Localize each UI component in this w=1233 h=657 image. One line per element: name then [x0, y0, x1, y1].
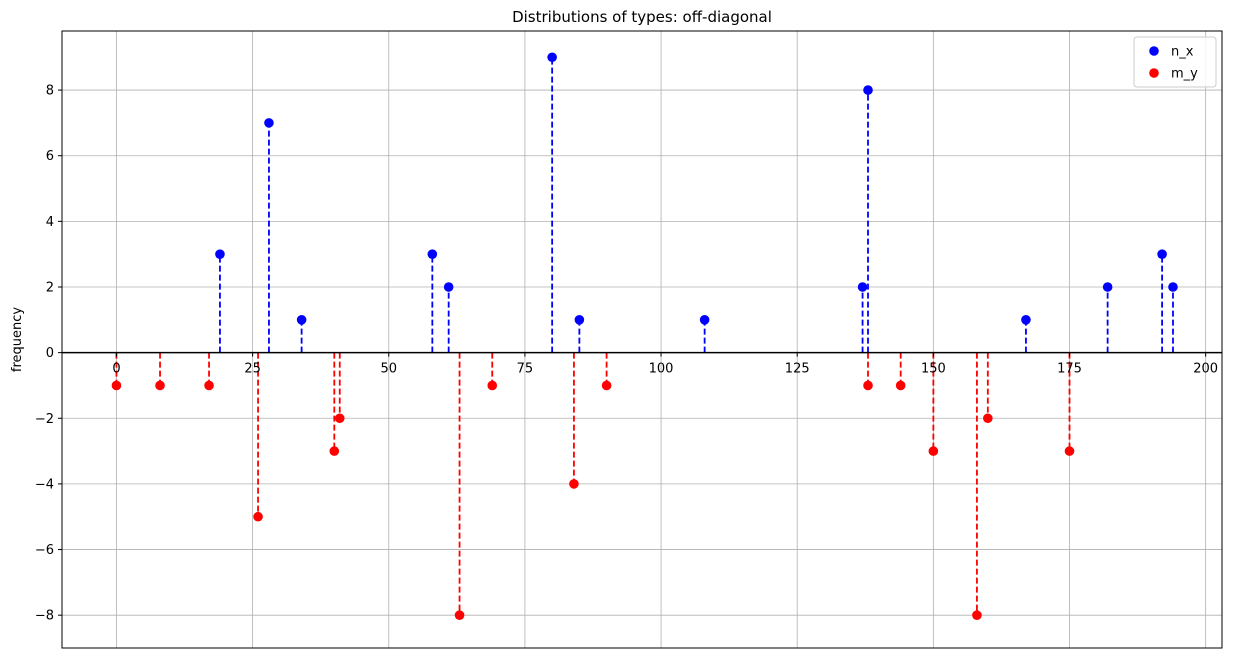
- m_y-point: [863, 380, 873, 391]
- m_y-point: [334, 413, 345, 424]
- x-tick-label: 175: [1057, 362, 1082, 377]
- y-tick-label: −2: [35, 412, 54, 427]
- chart-title: Distributions of types: off-diagonal: [512, 8, 772, 26]
- n_x-point: [547, 52, 557, 63]
- x-tick-label: 125: [785, 362, 810, 377]
- x-tick-label: 200: [1193, 362, 1218, 377]
- m_y-point: [204, 380, 214, 391]
- n_x-point: [699, 315, 710, 325]
- tick-labels: −8 −6 −4 −2 0 2 4 6 8 0 25 50 75 100 125 150 175 200: [35, 84, 1218, 624]
- m_y-point: [1064, 446, 1075, 456]
- legend-label: n_x: [1171, 45, 1194, 60]
- y-tick-label: −4: [35, 477, 54, 492]
- x-tick-label: 25: [244, 362, 261, 377]
- n_x-point: [1021, 315, 1031, 325]
- x-tick-label: 0: [112, 362, 120, 377]
- x-tick-label: 75: [517, 362, 534, 377]
- n_x-point: [574, 315, 585, 325]
- grid-lines: [62, 31, 1222, 648]
- n_x-point: [296, 315, 307, 325]
- n_x-point: [264, 118, 274, 128]
- m_y-point: [895, 380, 906, 391]
- n_x-point: [857, 282, 868, 292]
- legend-label: m_y: [1171, 67, 1198, 82]
- legend-marker: [1149, 68, 1159, 78]
- m_y-point: [601, 380, 612, 391]
- m_y-point: [155, 380, 165, 391]
- y-tick-label: 8: [46, 84, 54, 99]
- y-tick-label: −6: [35, 543, 54, 558]
- legend-marker: [1149, 46, 1159, 56]
- m_y-point: [111, 380, 122, 391]
- n_x-point: [1157, 249, 1167, 259]
- m_y-point: [253, 511, 263, 522]
- y-tick-label: 2: [46, 280, 54, 295]
- m_y-point: [329, 446, 340, 456]
- n_x-point: [1168, 282, 1178, 292]
- y-tick-label: 6: [46, 149, 54, 164]
- x-tick-label: 150: [921, 362, 946, 377]
- m_y-point: [487, 380, 498, 391]
- n_x-point: [427, 249, 438, 259]
- n_x-point: [1102, 282, 1113, 292]
- n_x-point: [443, 282, 454, 292]
- m_y-point: [454, 610, 465, 620]
- legend: n_x m_y: [1133, 36, 1217, 88]
- data-markers: [111, 52, 1178, 620]
- stem-lines: [115, 57, 1174, 616]
- y-tick-label: −8: [35, 609, 54, 624]
- m_y-point: [569, 479, 579, 489]
- plot-frame: [61, 30, 1223, 649]
- m_y-point: [983, 413, 993, 424]
- n_x-point: [215, 249, 225, 259]
- x-tick-label: 100: [649, 362, 674, 377]
- n_x-point: [863, 85, 873, 95]
- y-tick-label: 0: [46, 346, 54, 361]
- m_y-point: [928, 446, 939, 456]
- y-axis-label: frequency: [10, 307, 25, 373]
- x-tick-label: 50: [380, 362, 397, 377]
- m_y-point: [972, 610, 982, 620]
- y-tick-label: 4: [46, 215, 54, 230]
